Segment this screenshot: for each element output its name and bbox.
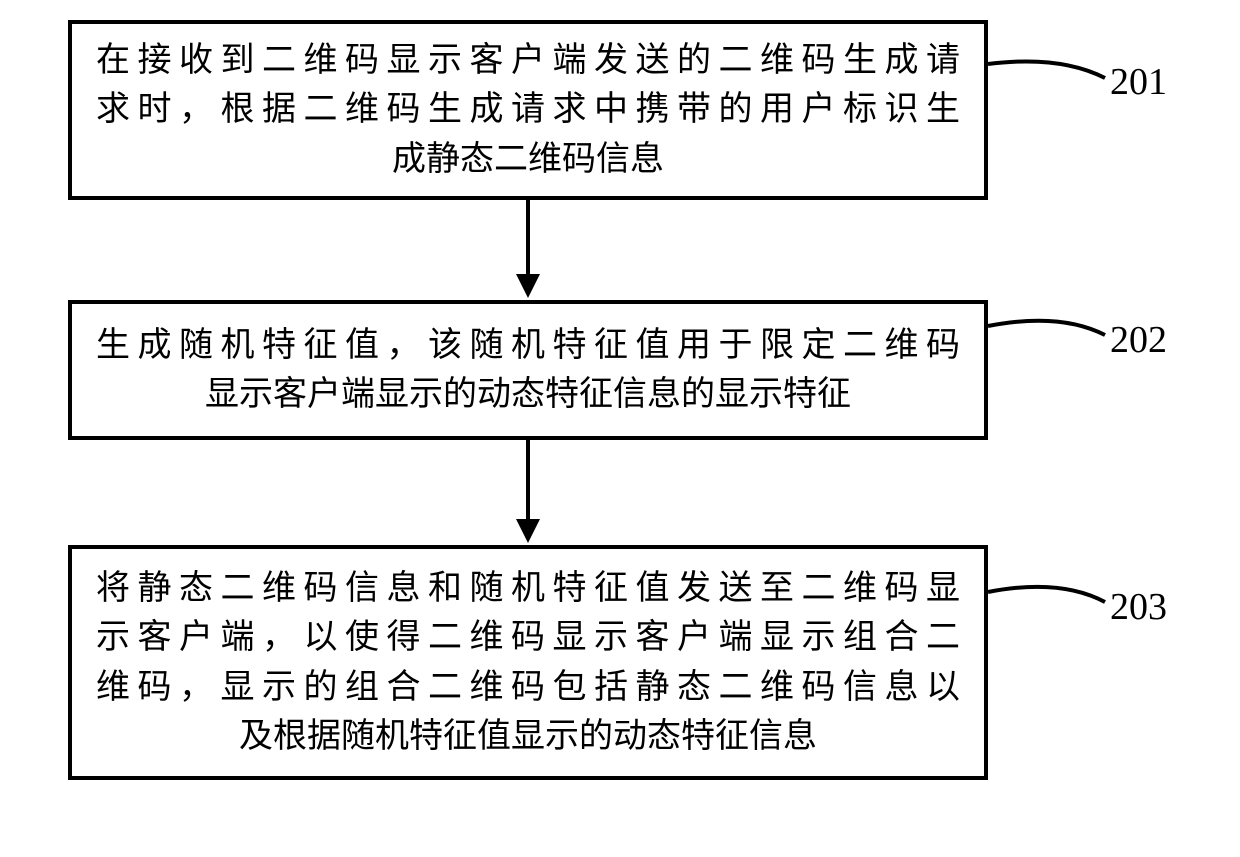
label-connector [988, 321, 1105, 335]
node-text-line: 生成随机特征值，该随机特征值用于限定二维码 [96, 321, 960, 370]
node-text-line: 将静态二维码信息和随机特征值发送至二维码显 [96, 564, 960, 613]
node-text-line: 显示客户端显示的动态特征信息的显示特征 [96, 370, 960, 419]
step-label-n1: 201 [1110, 60, 1167, 104]
label-connector [988, 587, 1105, 602]
node-text-line: 维码，显示的组合二维码包括静态二维码信息以 [96, 663, 960, 712]
node-text-line: 及根据随机特征值显示的动态特征信息 [96, 712, 960, 761]
flow-node-n1: 在接收到二维码显示客户端发送的二维码生成请求时，根据二维码生成请求中携带的用户标… [68, 20, 988, 200]
flow-node-n3: 将静态二维码信息和随机特征值发送至二维码显示客户端，以使得二维码显示客户端显示组… [68, 545, 988, 780]
flowchart-canvas: 在接收到二维码显示客户端发送的二维码生成请求时，根据二维码生成请求中携带的用户标… [0, 0, 1240, 857]
step-label-n2: 202 [1110, 318, 1167, 362]
label-connector [988, 61, 1105, 78]
node-text-line: 在接收到二维码显示客户端发送的二维码生成请 [96, 36, 960, 85]
step-label-n3: 203 [1110, 585, 1167, 629]
node-text-line: 成静态二维码信息 [96, 135, 960, 184]
node-text-line: 示客户端，以使得二维码显示客户端显示组合二 [96, 613, 960, 662]
node-text-line: 求时，根据二维码生成请求中携带的用户标识生 [96, 85, 960, 134]
flow-node-n2: 生成随机特征值，该随机特征值用于限定二维码显示客户端显示的动态特征信息的显示特征 [68, 300, 988, 440]
